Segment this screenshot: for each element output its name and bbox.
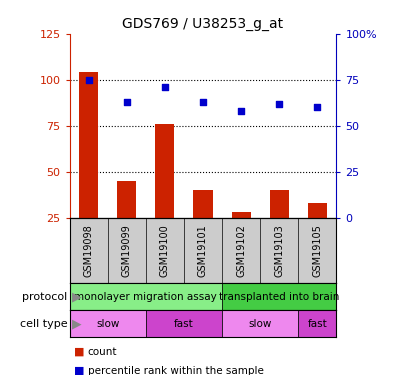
- Text: fast: fast: [307, 319, 327, 328]
- Text: ▶: ▶: [72, 317, 81, 330]
- Point: [200, 99, 206, 105]
- Text: monolayer migration assay: monolayer migration assay: [74, 292, 217, 302]
- Title: GDS769 / U38253_g_at: GDS769 / U38253_g_at: [123, 17, 283, 32]
- Text: fast: fast: [174, 319, 194, 328]
- Bar: [193, 190, 213, 217]
- Text: ▶: ▶: [72, 290, 81, 303]
- Bar: [70, 310, 146, 337]
- Text: cell type: cell type: [20, 319, 68, 328]
- Point: [162, 84, 168, 90]
- Bar: [79, 72, 98, 217]
- Text: slow: slow: [96, 319, 119, 328]
- Bar: [117, 181, 136, 218]
- Text: ■: ■: [74, 347, 84, 357]
- Bar: [270, 190, 289, 217]
- Text: percentile rank within the sample: percentile rank within the sample: [88, 366, 263, 375]
- Bar: [70, 283, 222, 310]
- Text: GSM19100: GSM19100: [160, 224, 170, 277]
- Bar: [308, 203, 327, 217]
- Point: [124, 99, 130, 105]
- Text: slow: slow: [248, 319, 272, 328]
- Bar: [232, 212, 251, 217]
- Point: [276, 100, 282, 106]
- Bar: [222, 310, 298, 337]
- Text: protocol: protocol: [22, 292, 68, 302]
- Bar: [155, 124, 174, 218]
- Text: GSM19103: GSM19103: [274, 224, 284, 277]
- Text: GSM19102: GSM19102: [236, 224, 246, 277]
- Text: ■: ■: [74, 366, 84, 375]
- Bar: [222, 283, 336, 310]
- Text: GSM19101: GSM19101: [198, 224, 208, 277]
- Text: GSM19105: GSM19105: [312, 224, 322, 277]
- Bar: [298, 310, 336, 337]
- Point: [86, 77, 92, 83]
- Point: [314, 104, 320, 110]
- Text: GSM19099: GSM19099: [122, 224, 132, 277]
- Bar: [146, 310, 222, 337]
- Text: count: count: [88, 347, 117, 357]
- Text: GSM19098: GSM19098: [84, 224, 94, 277]
- Text: transplanted into brain: transplanted into brain: [219, 292, 339, 302]
- Point: [238, 108, 244, 114]
